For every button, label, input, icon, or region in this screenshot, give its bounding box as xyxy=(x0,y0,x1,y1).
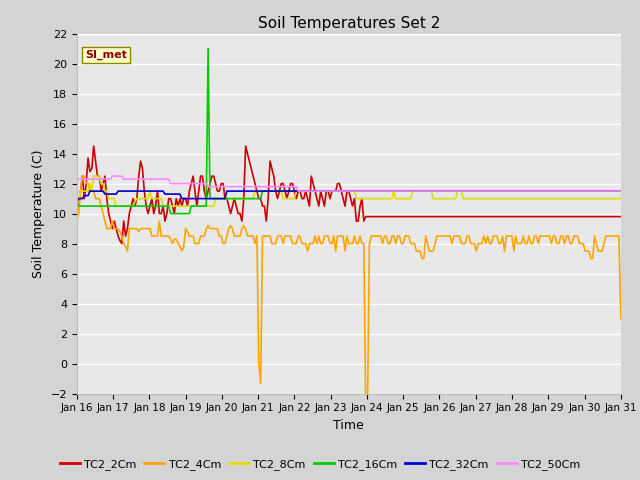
TC2_8Cm xyxy=(559,196,566,202)
TC2_16Cm xyxy=(73,203,81,209)
Line: TC2_16Cm: TC2_16Cm xyxy=(77,48,621,214)
TC2_32Cm xyxy=(559,188,566,194)
TC2_4Cm xyxy=(452,233,460,239)
TC2_4Cm xyxy=(73,218,81,224)
TC2_50Cm xyxy=(540,188,548,194)
TC2_2Cm xyxy=(165,196,173,202)
TC2_50Cm xyxy=(452,188,460,194)
TC2_50Cm xyxy=(561,188,568,194)
TC2_4Cm xyxy=(602,233,610,239)
TC2_8Cm xyxy=(90,173,97,179)
TC2_4Cm xyxy=(532,233,540,239)
Line: TC2_32Cm: TC2_32Cm xyxy=(77,191,621,202)
Line: TC2_8Cm: TC2_8Cm xyxy=(77,176,621,206)
TC2_32Cm xyxy=(617,188,625,194)
TC2_50Cm xyxy=(617,188,625,194)
Line: TC2_50Cm: TC2_50Cm xyxy=(77,176,621,191)
TC2_4Cm xyxy=(163,233,171,239)
TC2_8Cm xyxy=(617,196,625,202)
TC2_8Cm xyxy=(73,203,81,209)
TC2_32Cm xyxy=(163,191,171,197)
TC2_8Cm xyxy=(538,196,546,202)
TC2_16Cm xyxy=(540,188,548,194)
TC2_2Cm xyxy=(532,214,540,219)
Line: TC2_2Cm: TC2_2Cm xyxy=(77,146,621,243)
TC2_8Cm xyxy=(163,203,171,209)
TC2_4Cm xyxy=(362,398,369,404)
TC2_50Cm xyxy=(109,173,116,179)
TC2_4Cm xyxy=(617,316,625,322)
TC2_16Cm xyxy=(561,188,568,194)
TC2_2Cm xyxy=(540,214,548,219)
TC2_2Cm xyxy=(118,240,125,247)
TC2_2Cm xyxy=(90,143,97,149)
TC2_50Cm xyxy=(602,188,610,194)
TC2_50Cm xyxy=(163,176,171,182)
TC2_2Cm xyxy=(452,214,460,219)
TC2_2Cm xyxy=(617,214,625,219)
TC2_32Cm xyxy=(600,188,608,194)
TC2_2Cm xyxy=(73,196,81,202)
Legend: TC2_2Cm, TC2_4Cm, TC2_8Cm, TC2_16Cm, TC2_32Cm, TC2_50Cm: TC2_2Cm, TC2_4Cm, TC2_8Cm, TC2_16Cm, TC2… xyxy=(55,455,585,474)
Y-axis label: Soil Temperature (C): Soil Temperature (C) xyxy=(32,149,45,278)
TC2_8Cm xyxy=(600,196,608,202)
TC2_16Cm xyxy=(617,188,625,194)
TC2_2Cm xyxy=(561,214,568,219)
TC2_16Cm xyxy=(204,46,212,51)
Title: Soil Temperatures Set 2: Soil Temperatures Set 2 xyxy=(258,16,440,31)
TC2_32Cm xyxy=(531,188,538,194)
TC2_32Cm xyxy=(73,199,81,204)
TC2_8Cm xyxy=(450,196,458,202)
TC2_16Cm xyxy=(161,203,169,209)
TC2_4Cm xyxy=(561,240,568,247)
TC2_4Cm xyxy=(540,233,548,239)
TC2_32Cm xyxy=(450,188,458,194)
TC2_32Cm xyxy=(538,188,546,194)
TC2_16Cm xyxy=(167,211,175,216)
Text: SI_met: SI_met xyxy=(85,50,127,60)
X-axis label: Time: Time xyxy=(333,419,364,432)
TC2_16Cm xyxy=(452,188,460,194)
TC2_2Cm xyxy=(602,214,610,219)
TC2_4Cm xyxy=(79,173,86,179)
TC2_50Cm xyxy=(294,188,302,194)
TC2_50Cm xyxy=(532,188,540,194)
Line: TC2_4Cm: TC2_4Cm xyxy=(77,176,621,401)
TC2_8Cm xyxy=(531,196,538,202)
TC2_16Cm xyxy=(532,188,540,194)
TC2_32Cm xyxy=(86,188,94,194)
TC2_50Cm xyxy=(73,176,81,182)
TC2_16Cm xyxy=(602,188,610,194)
